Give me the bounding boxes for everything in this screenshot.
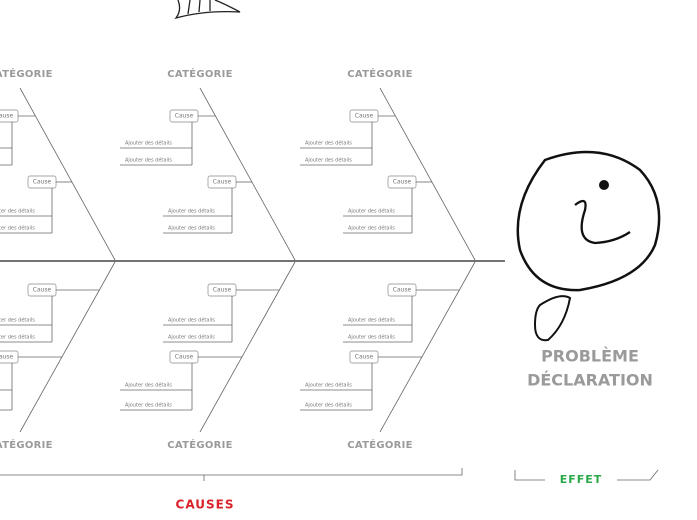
detail-text: Ajouter des détails [0, 334, 35, 341]
category-label: CATÉGORIE [0, 438, 53, 451]
detail-text: Ajouter des détails [168, 334, 215, 341]
effect-label: EFFET [560, 473, 603, 486]
cause-label: Cause [175, 354, 194, 361]
detail-text: Ajouter des détails [168, 317, 215, 324]
fish-mouth [574, 199, 631, 245]
detail-text: Ajouter des détails [305, 157, 352, 164]
cause-label: Cause [33, 287, 52, 294]
detail-text: Ajouter des détails [125, 157, 172, 164]
detail-text: Ajouter des détails [348, 317, 395, 324]
problem-line: DÉCLARATION [527, 371, 653, 390]
cause-label: Cause [175, 113, 194, 120]
detail-text: Ajouter des détails [125, 140, 172, 147]
effect-bracket [514, 469, 659, 481]
detail-text: Ajouter des détails [348, 225, 395, 232]
fish-fin [533, 295, 572, 342]
cause-label: Cause [393, 179, 412, 186]
detail-text: Ajouter des détails [348, 208, 395, 215]
detail-text: Ajouter des détails [305, 402, 352, 409]
category-label: CATÉGORIE [167, 67, 233, 80]
detail-text: Ajouter des détails [348, 334, 395, 341]
category-label: CATÉGORIE [167, 438, 233, 451]
causes-label: CAUSES [176, 498, 235, 512]
cause-label: Cause [0, 354, 14, 361]
detail-text: Ajouter des détails [0, 208, 35, 215]
detail-text: Ajouter des détails [125, 382, 172, 389]
cause-label: Cause [213, 179, 232, 186]
cause-label: Cause [0, 113, 14, 120]
problem-line: PROBLÈME [541, 347, 639, 366]
fish-tail [174, 0, 241, 20]
detail-text: Ajouter des détails [305, 382, 352, 389]
cause-label: Cause [355, 354, 374, 361]
cause-label: Cause [213, 287, 232, 294]
category-label: CATÉGORIE [347, 67, 413, 80]
detail-text: Ajouter des détails [305, 140, 352, 147]
detail-text: Ajouter des détails [0, 225, 35, 232]
category-label: CATÉGORIE [0, 67, 53, 80]
category-label: CATÉGORIE [347, 438, 413, 451]
bone [199, 87, 296, 261]
cause-label: Cause [393, 287, 412, 294]
fish-eye [599, 180, 609, 190]
detail-text: Ajouter des détails [125, 402, 172, 409]
detail-text: Ajouter des détails [168, 208, 215, 215]
detail-text: Ajouter des détails [168, 225, 215, 232]
bone [19, 87, 116, 261]
fish-head [516, 150, 661, 292]
causes-bracket [0, 468, 463, 481]
detail-text: Ajouter des détails [0, 317, 35, 324]
cause-label: Cause [33, 179, 52, 186]
bone [379, 87, 476, 261]
cause-label: Cause [355, 113, 374, 120]
